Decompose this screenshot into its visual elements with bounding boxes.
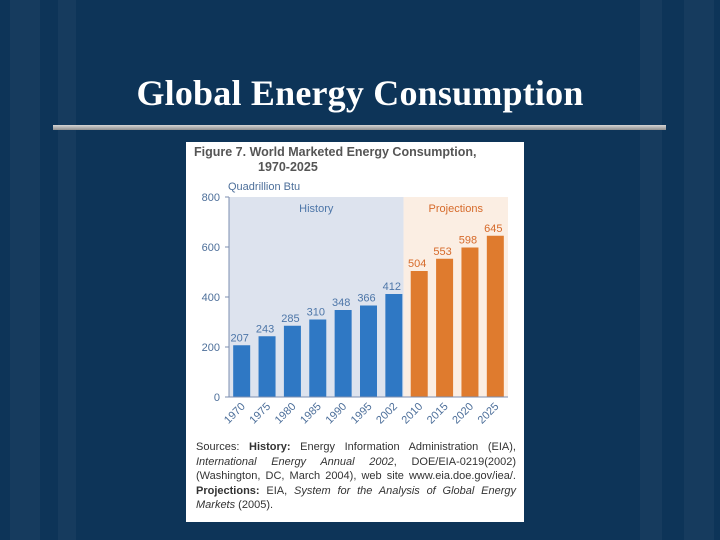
figure-title-line2: 1970-2025 — [258, 160, 318, 174]
x-tick-label-1975: 1975 — [247, 401, 273, 427]
y-tick-label: 400 — [202, 292, 220, 304]
x-tick-label-2015: 2015 — [425, 401, 451, 427]
title-divider — [53, 125, 666, 130]
data-label-2010: 504 — [408, 258, 426, 270]
sources-note: Sources: History: Energy Information Adm… — [196, 440, 516, 513]
y-tick-label: 600 — [202, 242, 220, 254]
bar-chart: History Projections Quadrillion Btu 0 200 400… — [202, 181, 508, 427]
bar-1990 — [334, 310, 352, 397]
sources-history-text2: , DOE/EIA-0219(2002) (Washington, DC, Ma… — [196, 455, 516, 483]
sources-prefix: Sources: — [196, 441, 249, 453]
x-tick-label-1970: 1970 — [222, 401, 248, 427]
x-tick-label-2010: 2010 — [400, 401, 426, 427]
y-tick-label: 800 — [202, 192, 220, 204]
x-tick-label-2025: 2025 — [476, 401, 502, 427]
sources-projections-text2: (2005). — [235, 499, 274, 511]
data-label-1975: 243 — [256, 323, 274, 335]
x-tick-label-1985: 1985 — [298, 401, 324, 427]
history-region-label: History — [299, 203, 334, 215]
sources-projections-publication: System for the Analysis of Global Energy… — [196, 484, 516, 512]
x-tick-label-2020: 2020 — [450, 401, 476, 427]
figure-title-line1: Figure 7. World Marketed Energy Consumpt… — [194, 145, 477, 159]
x-tick-label-2002: 2002 — [374, 401, 400, 427]
bar-2015 — [436, 258, 454, 397]
data-label-1970: 207 — [231, 332, 249, 344]
slide-title: Global Energy Consumption — [136, 73, 584, 113]
data-label-1990: 348 — [332, 297, 350, 309]
bar-2020 — [461, 247, 479, 397]
chart-figure: History Projections Quadrillion Btu 0 200 400… — [186, 142, 524, 522]
data-label-1985: 310 — [307, 307, 325, 319]
bar-1980 — [283, 325, 301, 397]
figure-title: Figure 7. World Marketed Energy Consumpt… — [194, 145, 514, 175]
data-label-2020: 598 — [459, 235, 477, 247]
sources-history-label: History: — [249, 441, 291, 453]
y-axis-label: Quadrillion Btu — [228, 181, 300, 193]
data-label-2025: 645 — [484, 223, 502, 235]
bar-2025 — [486, 235, 504, 397]
x-tick-label-1995: 1995 — [349, 401, 375, 427]
bar-1995 — [360, 305, 377, 397]
data-label-2015: 553 — [433, 246, 451, 258]
sources-projections-label: Projections: — [196, 484, 260, 497]
y-tick-label: 0 — [214, 392, 220, 404]
data-label-1980: 285 — [281, 313, 299, 325]
bar-1985 — [309, 319, 327, 397]
bar-2002 — [385, 294, 403, 397]
data-label-2002: 412 — [383, 281, 401, 293]
sources-history-text1: Energy Information Administration (EIA), — [290, 441, 516, 453]
bar-1975 — [258, 336, 276, 397]
x-tick-label-1980: 1980 — [273, 401, 299, 427]
sources-history-publication: International Energy Annual 2002 — [196, 455, 394, 468]
data-label-1995: 366 — [357, 293, 375, 305]
projections-region-label: Projections — [429, 203, 484, 215]
sources-projections-text1: EIA, — [259, 484, 294, 497]
bar-2010 — [410, 271, 428, 397]
bar-1970 — [233, 345, 251, 397]
y-tick-label: 200 — [202, 342, 220, 354]
x-tick-label-1990: 1990 — [323, 401, 349, 427]
